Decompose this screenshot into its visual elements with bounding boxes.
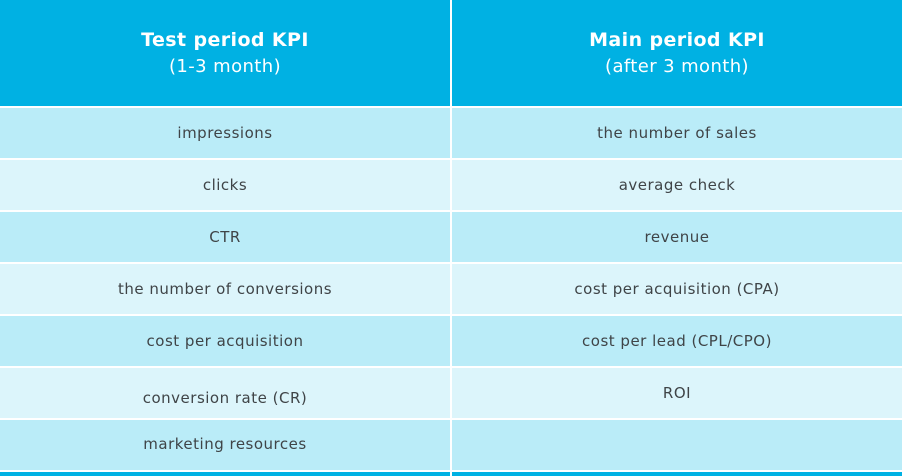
table-cell-test: impressions (0, 108, 450, 158)
table-cell-main: average check (452, 160, 902, 210)
header-main-period: Main period KPI (after 3 month) (452, 0, 902, 106)
footer-border-left (0, 472, 450, 476)
table-cell-main: the number of sales (452, 108, 902, 158)
table-body: impressions the number of sales clicks a… (0, 108, 902, 472)
table-cell-main: cost per acquisition (CPA) (452, 264, 902, 314)
table-footer-border (0, 472, 902, 476)
table-cell-main: cost per lead (CPL/CPO) (452, 316, 902, 366)
table-row: conversion rate (CR) ROI (0, 368, 902, 418)
table-cell-main (452, 420, 902, 470)
table-cell-main: revenue (452, 212, 902, 262)
header-test-period-subtitle: (1-3 month) (169, 55, 281, 77)
table-cell-test: cost per acquisition (0, 316, 450, 366)
table-cell-test: marketing resources (0, 420, 450, 470)
table-cell-test: conversion rate (CR) (0, 368, 450, 418)
header-main-period-title: Main period KPI (589, 28, 765, 51)
header-main-period-subtitle: (after 3 month) (605, 55, 749, 77)
table-row: clicks average check (0, 160, 902, 210)
table-cell-main: ROI (452, 368, 902, 418)
footer-border-right (452, 472, 902, 476)
table-row: marketing resources (0, 420, 902, 470)
table-header: Test period KPI (1-3 month) Main period … (0, 0, 902, 106)
table-row: CTR revenue (0, 212, 902, 262)
table-row: cost per acquisition cost per lead (CPL/… (0, 316, 902, 366)
table-cell-test: the number of conversions (0, 264, 450, 314)
table-cell-test: clicks (0, 160, 450, 210)
table-cell-test: CTR (0, 212, 450, 262)
header-test-period-title: Test period KPI (141, 28, 309, 51)
header-test-period: Test period KPI (1-3 month) (0, 0, 450, 106)
table-row: the number of conversions cost per acqui… (0, 264, 902, 314)
table-row: impressions the number of sales (0, 108, 902, 158)
